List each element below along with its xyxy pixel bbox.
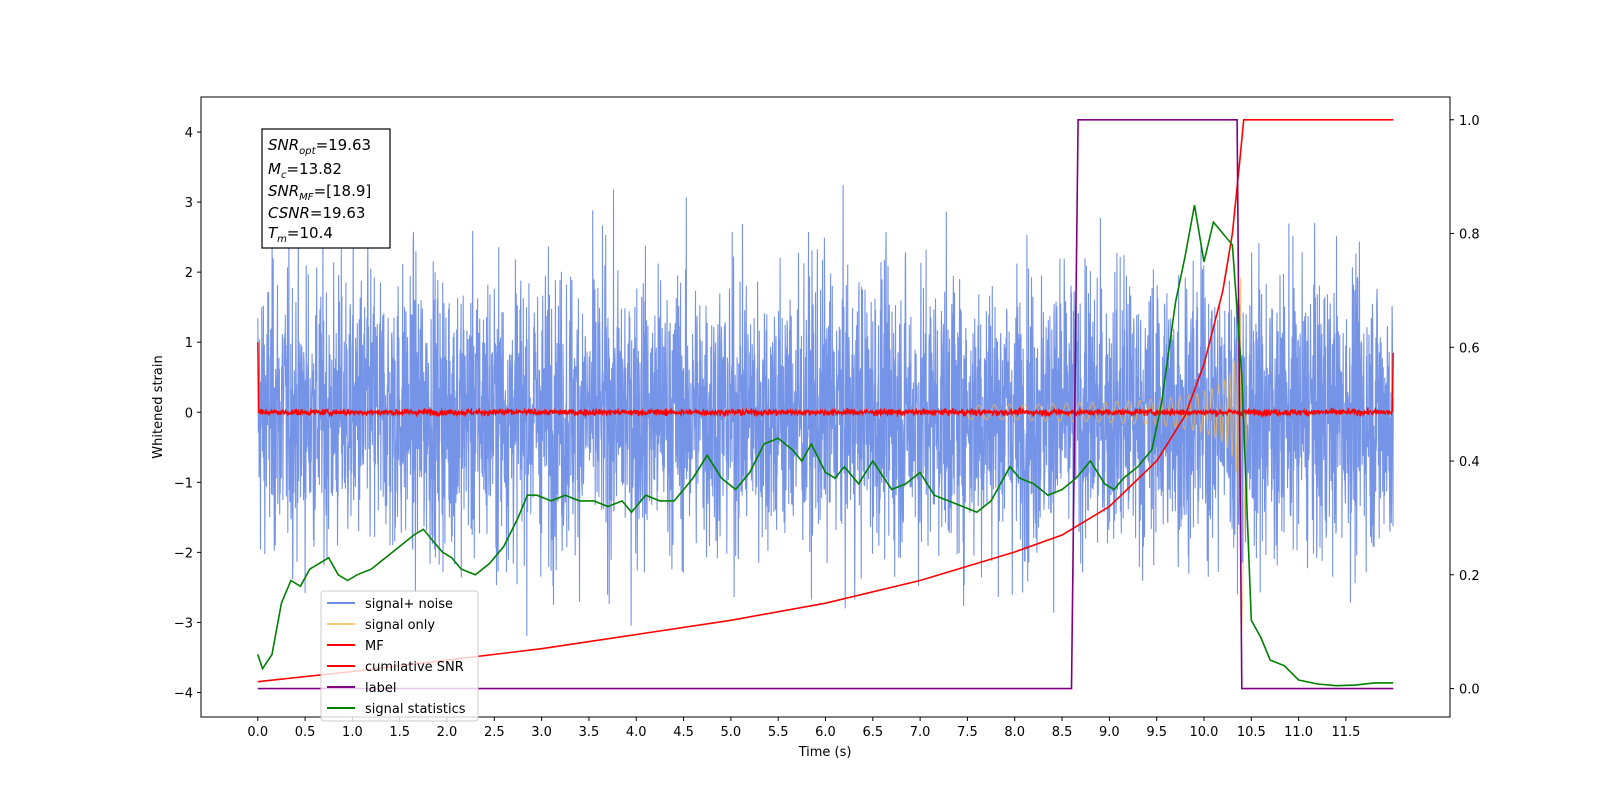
legend-label-signal-only: signal only bbox=[365, 618, 435, 633]
series-signal-only-line bbox=[966, 277, 1248, 637]
legend-label-signal-noise: signal+ noise bbox=[365, 597, 453, 612]
x-tick-label: 3.5 bbox=[579, 725, 600, 740]
x-tick-label: 2.0 bbox=[437, 725, 458, 740]
plot-area bbox=[257, 119, 1394, 690]
y2-tick-label: 0.2 bbox=[1459, 569, 1480, 584]
y-axis-right: 1.0 0.8 0.6 0.4 0.2 0.0 bbox=[1450, 114, 1480, 698]
annotation-snr-mf: SNRMF=[18.9] bbox=[268, 182, 371, 203]
y2-tick-label: 0.0 bbox=[1459, 683, 1480, 698]
series-signal-statistics-line bbox=[257, 204, 1394, 687]
x-axis-label: Time (s) bbox=[798, 745, 852, 760]
x-tick-label: 9.5 bbox=[1146, 725, 1167, 740]
legend-label-mf: MF bbox=[365, 639, 384, 654]
x-tick-label: 7.0 bbox=[910, 725, 931, 740]
annotation-snr-opt: SNRopt=19.63 bbox=[268, 136, 371, 157]
x-tick-label: 1.5 bbox=[389, 725, 410, 740]
y-tick-label: 1 bbox=[185, 336, 193, 351]
y2-tick-label: 0.6 bbox=[1459, 341, 1480, 356]
annotation-tm: Tm=10.4 bbox=[268, 224, 333, 245]
y-tick-label: 4 bbox=[185, 126, 193, 141]
x-tick-label: 6.5 bbox=[862, 725, 883, 740]
y-tick-label: −1 bbox=[174, 476, 193, 491]
y-tick-label: 2 bbox=[185, 266, 193, 281]
y-axis-label: Whitened strain bbox=[151, 355, 166, 458]
y-tick-label: 3 bbox=[185, 196, 193, 211]
x-tick-label: 0.5 bbox=[295, 725, 316, 740]
x-tick-label: 7.5 bbox=[957, 725, 978, 740]
x-tick-label: 0.0 bbox=[247, 725, 268, 740]
x-tick-label: 2.5 bbox=[484, 725, 505, 740]
y2-tick-label: 1.0 bbox=[1459, 114, 1480, 129]
x-tick-label: 11.0 bbox=[1284, 725, 1313, 740]
x-tick-label: 5.0 bbox=[721, 725, 742, 740]
x-tick-label: 11.5 bbox=[1331, 725, 1360, 740]
annotation-csnr: CSNR=19.63 bbox=[268, 204, 365, 222]
y-tick-label: −4 bbox=[174, 686, 193, 701]
y-axis-left: 4 3 2 1 0 −1 −2 −3 −4 bbox=[174, 126, 201, 701]
x-axis: 0.0 0.5 1.0 1.5 2.0 2.5 3.0 3.5 4.0 4.5 5.0 5.5 6.0 6… bbox=[247, 717, 1360, 740]
x-tick-label: 1.0 bbox=[342, 725, 363, 740]
x-tick-label: 8.0 bbox=[1004, 725, 1025, 740]
x-tick-label: 4.0 bbox=[626, 725, 647, 740]
x-tick-label: 10.0 bbox=[1190, 725, 1219, 740]
series-mf-line bbox=[257, 342, 1394, 419]
x-tick-label: 9.0 bbox=[1099, 725, 1120, 740]
x-tick-label: 6.0 bbox=[815, 725, 836, 740]
x-tick-label: 4.5 bbox=[673, 725, 694, 740]
legend-label-cumilative-snr: cumilative SNR bbox=[365, 660, 464, 675]
x-tick-label: 8.5 bbox=[1052, 725, 1073, 740]
y-tick-label: 0 bbox=[185, 406, 193, 421]
annotation-box: SNRopt=19.63 Mc=13.82 SNRMF=[18.9] CSNR=… bbox=[261, 128, 391, 249]
annotation-mc: Mc=13.82 bbox=[268, 160, 342, 181]
y-tick-label: −2 bbox=[174, 546, 193, 561]
x-tick-label: 5.5 bbox=[768, 725, 789, 740]
series-cumilative-snr-line bbox=[257, 119, 1394, 683]
x-tick-label: 10.5 bbox=[1237, 725, 1266, 740]
y-tick-label: −3 bbox=[174, 616, 193, 631]
y2-tick-label: 0.4 bbox=[1459, 455, 1480, 470]
legend-label-signal-statistics: signal statistics bbox=[365, 702, 466, 717]
legend-label-label: label bbox=[365, 681, 396, 696]
x-tick-label: 3.0 bbox=[531, 725, 552, 740]
series-label-line bbox=[257, 119, 1394, 690]
legend: signal+ noise signal only MF cumilative SNR… bbox=[320, 590, 479, 722]
y2-tick-label: 0.8 bbox=[1459, 228, 1480, 243]
